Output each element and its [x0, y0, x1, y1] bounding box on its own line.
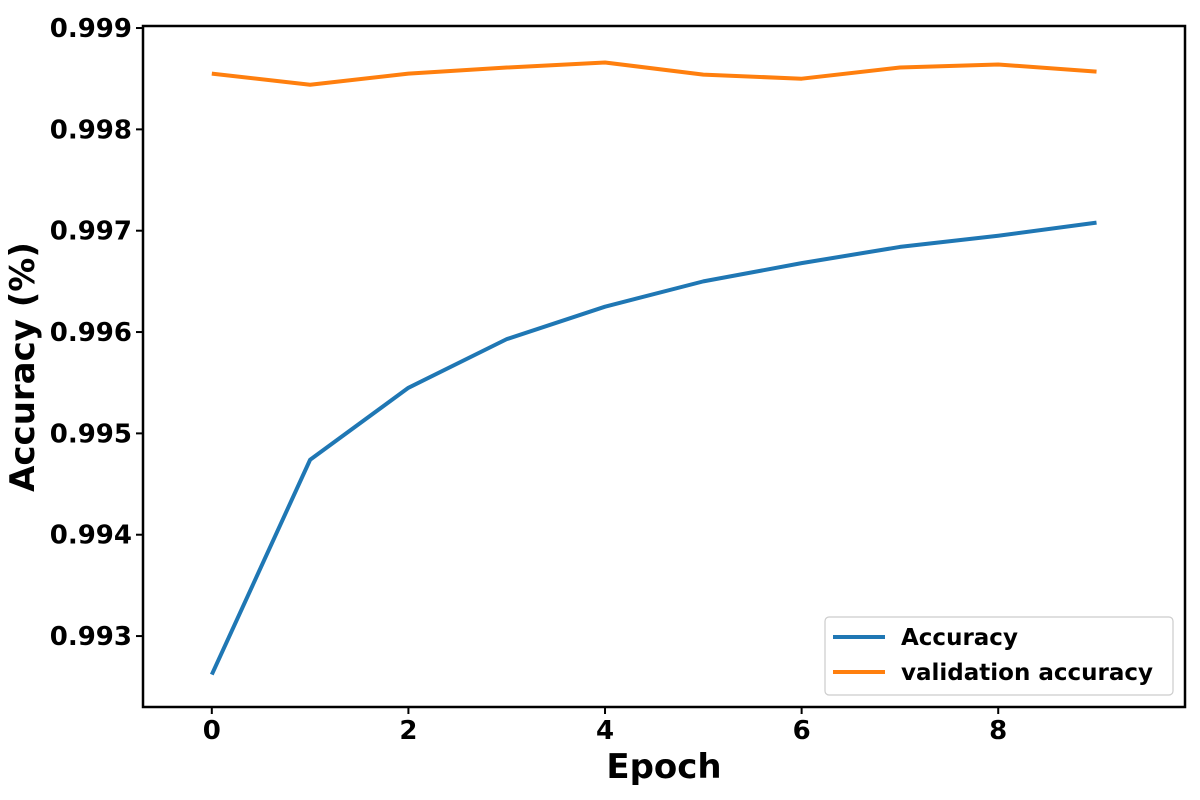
x-axis-label: Epoch: [606, 747, 721, 787]
plot-frame: [141, 24, 1187, 709]
y-tick-label: 0.998: [50, 115, 132, 145]
plot-background: [143, 26, 1185, 707]
y-axis-ticks: 0.993 0.994 0.995 0.996 0.997 0.998 0.999: [50, 14, 143, 652]
legend-label-accuracy: Accuracy: [901, 625, 1018, 651]
legend-box: [824, 616, 1174, 696]
y-tick-label: 0.996: [50, 318, 132, 348]
series-line-accuracy: [209, 220, 1097, 676]
legend-label-validation-accuracy: validation accuracy: [901, 660, 1153, 686]
x-tick-label: 4: [596, 716, 614, 746]
y-tick-label: 0.995: [50, 419, 132, 449]
y-tick-label: 0.994: [50, 521, 132, 551]
x-tick-label: 0: [203, 716, 221, 746]
x-tick-label: 8: [989, 716, 1007, 746]
x-tick-label: 2: [399, 716, 417, 746]
series-line-validation-accuracy: [211, 60, 1097, 87]
legend: Accuracy validation accuracy: [824, 616, 1174, 696]
x-tick-label: 6: [793, 716, 811, 746]
y-tick-label: 0.999: [50, 14, 132, 44]
y-axis-label: Accuracy (%): [3, 242, 43, 492]
x-axis-ticks: 0 2 4 6 8: [203, 707, 1007, 746]
y-tick-label: 0.993: [50, 622, 132, 652]
series-layer: [209, 60, 1097, 676]
y-tick-label: 0.997: [50, 217, 132, 247]
